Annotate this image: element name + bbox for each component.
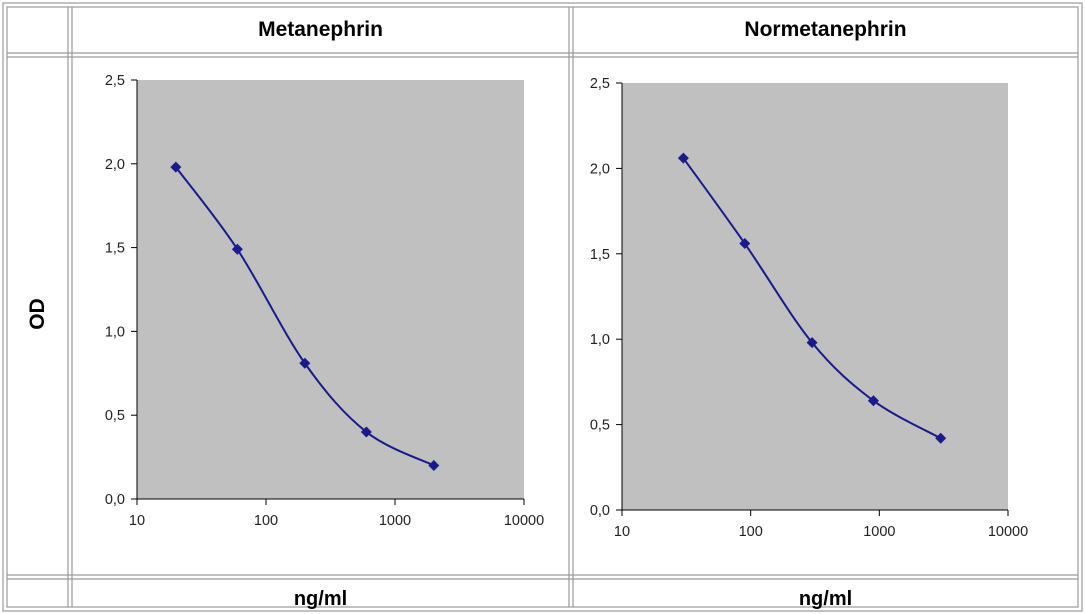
metanephrin-x-tick-label: 1000 <box>379 513 411 529</box>
normetanephrin-data-point <box>867 395 879 407</box>
metanephrin-plot-area <box>137 80 524 499</box>
metanephrin-data-point <box>231 243 243 255</box>
normetanephrin-plot-area <box>622 83 1008 510</box>
metanephrin-x-tick-label: 10000 <box>504 513 544 529</box>
normetanephrin-y-tick-label: 2,5 <box>590 76 610 92</box>
header-normetanephrin: Normetanephrin <box>744 18 907 41</box>
metanephrin-y-tick-label: 2,0 <box>105 157 125 173</box>
metanephrin-x-tick-label: 100 <box>254 513 278 529</box>
normetanephrin-x-tick-label: 1000 <box>863 524 895 540</box>
normetanephrin-x-tick-label: 100 <box>739 524 763 540</box>
metanephrin-x-tick-label: 10 <box>129 513 145 529</box>
normetanephrin-data-point <box>677 152 689 164</box>
metanephrin-y-tick-label: 2,5 <box>105 73 125 89</box>
header-metanephrin: Metanephrin <box>258 18 383 41</box>
normetanephrin-x-tick-label: 10000 <box>988 524 1028 540</box>
metanephrin-data-point <box>299 357 311 369</box>
normetanephrin-y-tick-label: 0,0 <box>590 503 610 519</box>
metanephrin-y-tick-label: 0,5 <box>105 408 125 424</box>
metanephrin-data-point <box>170 161 182 173</box>
normetanephrin-data-point <box>739 238 751 250</box>
normetanephrin-y-tick-label: 1,0 <box>590 332 610 348</box>
normetanephrin-y-tick-label: 0,5 <box>590 418 610 434</box>
normetanephrin-data-point <box>806 337 818 349</box>
metanephrin-y-tick-label: 1,0 <box>105 324 125 340</box>
normetanephrin-series-line <box>682 157 942 440</box>
metanephrin-y-tick-label: 1,5 <box>105 241 125 257</box>
metanephrin-data-point <box>428 459 440 471</box>
normetanephrin-data-point <box>935 432 947 444</box>
footer-unit-metanephrin: ng/ml <box>293 588 348 610</box>
metanephrin-y-tick-label: 0,0 <box>105 492 125 508</box>
metanephrin-series-line <box>175 166 435 467</box>
metanephrin-data-point <box>360 426 372 438</box>
normetanephrin-y-tick-label: 1,5 <box>590 247 610 263</box>
normetanephrin-y-tick-label: 2,0 <box>590 161 610 177</box>
footer-unit-normetanephrin: ng/ml <box>798 588 853 610</box>
normetanephrin-x-tick-label: 10 <box>614 524 630 540</box>
